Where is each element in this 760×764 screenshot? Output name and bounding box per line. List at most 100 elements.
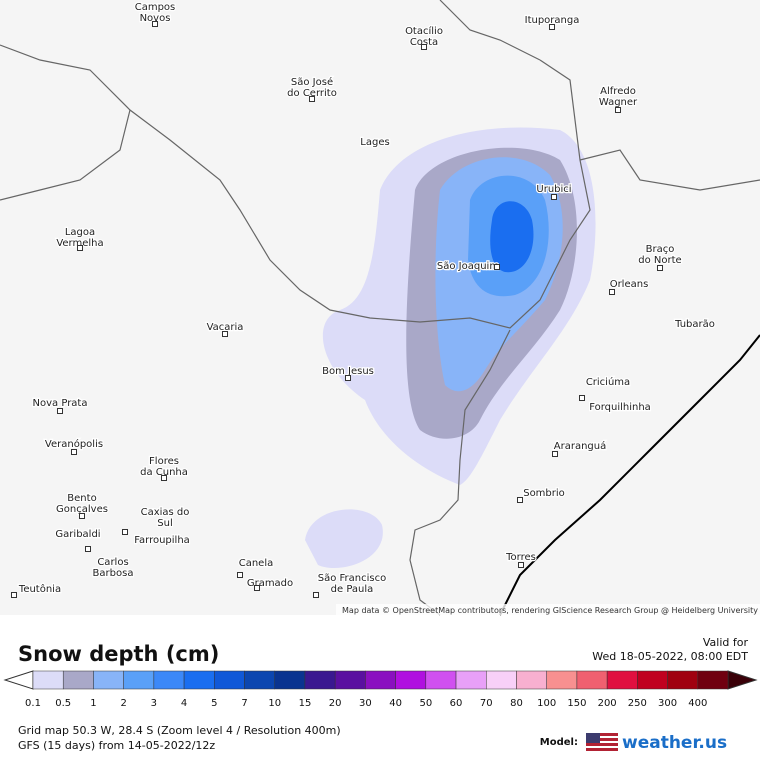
colorbar-bin [697, 670, 729, 690]
place-marker [609, 289, 615, 295]
colorbar-label: 80 [510, 698, 523, 709]
place-label: São Francisco [318, 573, 386, 584]
colorbar-label: 300 [658, 698, 677, 709]
colorbar-label: 2 [120, 698, 126, 709]
place-label: Novos [140, 13, 171, 24]
place-marker [551, 194, 557, 200]
place-marker [85, 546, 91, 552]
colorbar-label: 50 [419, 698, 432, 709]
colorbar-low-arrow [3, 670, 34, 690]
place-label: Urubici [536, 184, 571, 195]
attribution-bg [336, 604, 760, 615]
colorbar-bin [274, 670, 306, 690]
coastline [499, 334, 760, 616]
borders [0, 0, 760, 616]
place-label: do Cerrito [287, 88, 337, 99]
place-marker [518, 562, 524, 568]
place-label: Gonçalves [56, 504, 108, 515]
place-label: Ituporanga [525, 15, 580, 26]
colorbar-bin [576, 670, 608, 690]
colorbar-bin [244, 670, 275, 690]
place-label: Lagoa [65, 227, 95, 238]
brand: weather.us [622, 733, 727, 753]
colorbar-bin [425, 670, 457, 690]
place-label: Sombrio [523, 488, 565, 499]
colorbar-bin [365, 670, 396, 690]
colorbar-label: 400 [688, 698, 707, 709]
colorbar-label: 4 [181, 698, 187, 709]
colorbar-label: 40 [389, 698, 402, 709]
place-label: São José [291, 76, 333, 88]
place-label: Barbosa [93, 568, 134, 579]
model-run: GFS (15 days) from 14-05-2022/12z [18, 739, 215, 752]
colorbar-bin [455, 670, 487, 690]
place-label: Teutônia [18, 583, 61, 595]
colorbar-label: 200 [598, 698, 617, 709]
colorbar-bin [214, 670, 245, 690]
place-label: Wagner [599, 97, 638, 108]
place-label: Caxias do [141, 507, 190, 518]
legend-title: Snow depth (cm) [18, 642, 219, 666]
colorbar-label: 1 [90, 698, 96, 709]
place-label: Lages [360, 137, 389, 148]
colorbar-bin [516, 670, 547, 690]
place-label: Forquilhinha [589, 402, 651, 413]
colorbar-bin [123, 670, 155, 690]
colorbar-bin [546, 670, 578, 690]
attribution: Map data © OpenStreetMap contributors, r… [342, 606, 758, 615]
place-marker [237, 572, 243, 578]
snow-field [305, 127, 596, 569]
place-marker [122, 529, 128, 535]
colorbar-bin [183, 670, 215, 690]
colorbar-label: 30 [359, 698, 372, 709]
place-marker [421, 44, 427, 50]
place-label: de Paula [331, 584, 374, 595]
place-label: Farroupilha [134, 535, 190, 546]
place-marker [552, 451, 558, 457]
place-label: Bento [67, 493, 96, 504]
colorbar-label: 100 [537, 698, 556, 709]
place-marker [11, 592, 17, 598]
place-label: Otacílio [405, 25, 443, 37]
place-label: Carlos [97, 557, 128, 568]
place-label: Sul [157, 518, 172, 529]
place-label: São Joaquim [437, 261, 499, 272]
colorbar-label: 150 [567, 698, 586, 709]
place-label: da Cunha [140, 467, 188, 478]
colorbar-bin [667, 670, 699, 690]
place-label: Orleans [610, 279, 649, 290]
place-label: do Norte [638, 255, 681, 266]
colorbar-bin [93, 670, 124, 690]
model-label: Model: [540, 737, 578, 748]
place-label: Garibaldi [55, 529, 100, 540]
place-label: Bom Jesus [322, 366, 374, 377]
colorbar-bin [304, 670, 336, 690]
colorbar-label: 60 [450, 698, 463, 709]
colorbar-label: 20 [329, 698, 342, 709]
place-label: Flores [149, 456, 179, 467]
place-marker [152, 21, 158, 27]
place-marker [615, 107, 621, 113]
place-label: Campos [135, 2, 176, 13]
place-label: Araranguá [554, 440, 606, 452]
place-marker [345, 375, 351, 381]
colorbar-label: 10 [268, 698, 281, 709]
place-marker [222, 331, 228, 337]
colorbar-bin [32, 670, 64, 690]
place-marker [254, 585, 260, 591]
colorbar-bin [153, 670, 185, 690]
place-label: Nova Prata [33, 398, 88, 409]
place-marker [161, 475, 167, 481]
colorbar-label: 5 [211, 698, 217, 709]
place-marker [79, 513, 85, 519]
place-label: Tubarão [674, 319, 715, 330]
colorbar-bin [62, 670, 94, 690]
colorbar-label: 0.1 [25, 698, 41, 709]
place-marker [77, 245, 83, 251]
valid-time: Wed 18-05-2022, 08:00 EDT [592, 650, 748, 663]
place-marker [579, 395, 585, 401]
place-label: Canela [239, 558, 274, 569]
place-marker [657, 265, 663, 271]
